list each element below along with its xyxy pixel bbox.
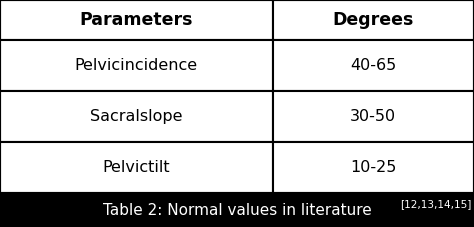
Bar bbox=[0, 193, 474, 227]
Text: Pelvicincidence: Pelvicincidence bbox=[75, 58, 198, 73]
Bar bbox=[273, 0, 474, 40]
Text: 30-50: 30-50 bbox=[350, 109, 396, 124]
Bar bbox=[0, 40, 273, 91]
Text: Pelvictilt: Pelvictilt bbox=[102, 160, 170, 175]
Text: Table 2: Normal values in literature: Table 2: Normal values in literature bbox=[103, 203, 371, 218]
Bar bbox=[273, 91, 474, 142]
Bar bbox=[0, 0, 273, 40]
Text: 40-65: 40-65 bbox=[350, 58, 396, 73]
Text: Degrees: Degrees bbox=[333, 11, 414, 29]
Text: Parameters: Parameters bbox=[80, 11, 193, 29]
Text: [12,13,14,15]: [12,13,14,15] bbox=[401, 199, 472, 209]
Text: 10-25: 10-25 bbox=[350, 160, 396, 175]
Bar bbox=[0, 142, 273, 193]
Text: Sacralslope: Sacralslope bbox=[90, 109, 182, 124]
Bar bbox=[273, 142, 474, 193]
Bar bbox=[0, 91, 273, 142]
Bar bbox=[273, 40, 474, 91]
